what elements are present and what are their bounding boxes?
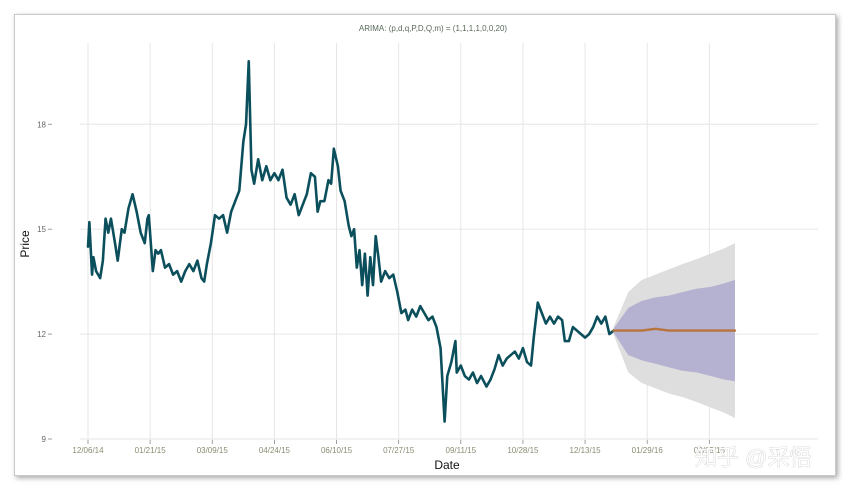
- x-tick-label: 12/06/14: [72, 446, 104, 455]
- x-tick-label: 12/13/15: [569, 446, 601, 455]
- forecast-line: [612, 327, 737, 332]
- chart-panel: 9 12 15 18 12/06/14 01/21/15 03/09/15 04/24/15…: [14, 14, 836, 476]
- y-axis-label: Price: [18, 230, 32, 258]
- x-tick-label: 03/15/16: [694, 446, 726, 455]
- arima-forecast-chart: 9 12 15 18 12/06/14 01/21/15 03/09/15 04/24/15…: [18, 24, 818, 472]
- watermark: 知乎 @采悟: [695, 445, 811, 470]
- x-axis-label: Date: [434, 458, 460, 472]
- x-tick-label: 03/09/15: [197, 446, 229, 455]
- x-tick-label: 01/21/15: [135, 446, 167, 455]
- y-tick-label: 18: [37, 120, 46, 129]
- observed-price-line: [86, 60, 615, 423]
- x-tick-label: 04/24/15: [259, 446, 291, 455]
- y-tick-label: 15: [37, 225, 46, 234]
- y-tick-label: 9: [42, 435, 47, 444]
- x-tick-label: 09/11/15: [446, 446, 477, 455]
- y-axis-ticks: 9 12 15 18: [37, 120, 52, 444]
- x-axis-ticks: 12/06/14 01/21/15 03/09/15 04/24/15 06/10/15…: [72, 440, 725, 455]
- chart-title: ARIMA: (p,d,q,P,D,Q,m) = (1,1,1,1,0,0,20…: [359, 24, 507, 33]
- series-lines: [86, 60, 737, 423]
- x-tick-label: 10/28/15: [507, 446, 539, 455]
- x-tick-label: 07/27/15: [383, 446, 415, 455]
- x-tick-label: 01/29/16: [632, 446, 664, 455]
- x-tick-label: 06/10/15: [321, 446, 353, 455]
- y-tick-label: 12: [37, 330, 46, 339]
